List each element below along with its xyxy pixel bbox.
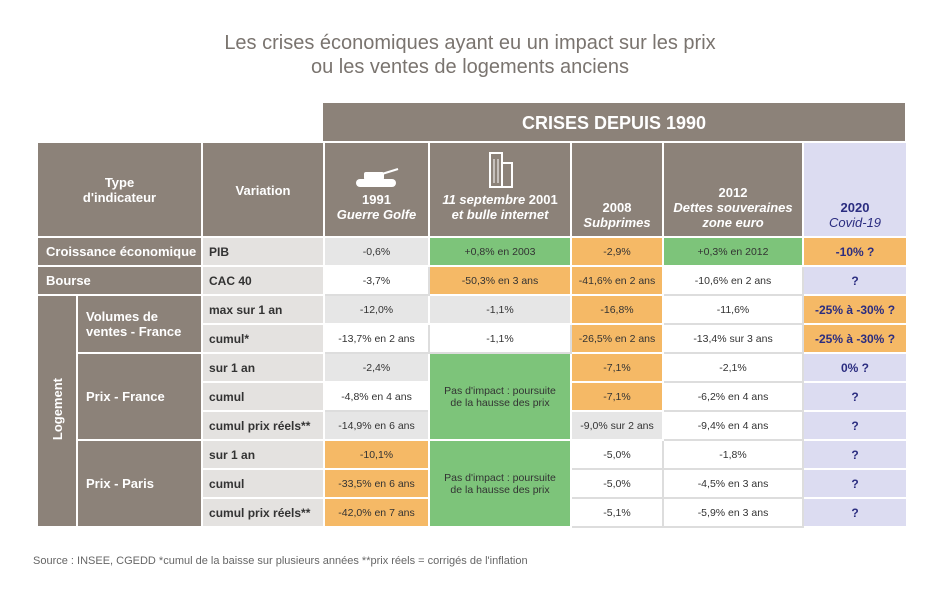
header-cell: Variation: [201, 141, 326, 238]
group: Bourse: [35, 265, 204, 296]
cell: -25% à -30% ?: [802, 323, 909, 354]
header-year: 2020: [840, 200, 870, 215]
cell: -2,4%: [323, 352, 431, 383]
cell: -1,8%: [662, 439, 805, 470]
cell: -50,3% en 3 ans: [428, 265, 573, 296]
variation: cumul: [201, 381, 326, 412]
cell: -7,1%: [570, 381, 665, 412]
header-label: Guerre Golfe: [336, 207, 417, 222]
header-label: Dettes souveraines zone euro: [673, 200, 793, 230]
header-prefix: 11 septembre: [442, 192, 526, 207]
cell: ?: [802, 468, 909, 499]
header-cell: 2020 Covid-19: [802, 141, 909, 238]
header-label: et bulle internet: [451, 207, 549, 222]
cell: -33,5% en 6 ans: [323, 468, 431, 499]
cell: -5,0%: [570, 439, 665, 470]
cell: -3,7%: [323, 265, 431, 296]
cell: -2,1%: [662, 352, 805, 383]
cell: -41,6% en 2 ans: [570, 265, 665, 296]
cell: -25% à -30% ?: [802, 294, 909, 325]
cell: -7,1%: [570, 352, 665, 383]
group-text: Logement: [49, 378, 65, 441]
header-cell: Type d'indicateur: [35, 141, 204, 238]
cell: ?: [802, 439, 909, 470]
header-text: d'indicateur: [82, 189, 157, 205]
cell: Pas d'impact : poursuite de la hausse de…: [428, 352, 573, 441]
cell: -13,7% en 2 ans: [323, 323, 431, 354]
cell: -6,2% en 4 ans: [662, 381, 805, 412]
cell: ?: [802, 265, 909, 296]
cell: -12,0%: [323, 294, 431, 325]
cell: -13,4% sur 3 ans: [662, 323, 805, 354]
variation: PIB: [201, 236, 326, 267]
group: Logement: [36, 294, 78, 528]
title: ou les ventes de logements anciens: [311, 56, 629, 78]
cell: -1,1%: [428, 323, 573, 354]
variation: cumul prix réels**: [201, 497, 326, 528]
cell: ?: [802, 497, 909, 528]
cell: -10,1%: [323, 439, 431, 470]
cell: -9,4% en 4 ans: [662, 410, 805, 441]
cell: -5,0%: [570, 468, 665, 499]
cell: -10,6% en 2 ans: [662, 265, 805, 296]
variation: sur 1 an: [201, 352, 326, 383]
building-icon: [489, 152, 514, 188]
source: Source : INSEE, CGEDD *cumul de la baiss…: [33, 555, 528, 567]
header-label: Covid-19: [829, 215, 882, 230]
header-year: 2001: [528, 192, 558, 207]
cell: -16,8%: [570, 294, 665, 325]
variation: cumul prix réels**: [201, 410, 326, 441]
tank-icon: [355, 168, 398, 187]
cell: -11,6%: [662, 294, 805, 325]
cell: -9,0% sur 2 ans: [570, 410, 665, 441]
header-year: 1991: [362, 192, 391, 207]
cell: -0,6%: [323, 236, 431, 267]
header-text: Variation: [235, 183, 291, 198]
cell: -5,1%: [570, 497, 665, 528]
variation: cumul*: [201, 323, 326, 354]
variation: sur 1 an: [201, 439, 326, 470]
cell: -10% ?: [802, 236, 909, 267]
cell: -26,5% en 2 ans: [570, 323, 665, 354]
cell: +0,3% en 2012: [662, 236, 805, 267]
header-cell: 2008 Subprimes: [570, 141, 665, 238]
group: Croissance économique: [35, 236, 204, 267]
cell: Pas d'impact : poursuite de la hausse de…: [428, 439, 573, 528]
variation: max sur 1 an: [201, 294, 326, 325]
header-cell: 11 septembre 2001 et bulle internet: [428, 141, 573, 238]
cell: -14,9% en 6 ans: [323, 410, 431, 441]
cell: -5,9% en 3 ans: [662, 497, 805, 528]
title: Les crises économiques ayant eu un impac…: [224, 32, 716, 54]
cell: -1,1%: [428, 294, 573, 325]
header-year: 2008: [602, 200, 632, 215]
cell: 0% ?: [802, 352, 909, 383]
variation: CAC 40: [201, 265, 326, 296]
cell: +0,8% en 2003: [428, 236, 573, 267]
cell: -42,0% en 7 ans: [323, 497, 431, 528]
subgroup: Prix - France: [75, 352, 204, 441]
cell: -4,8% en 4 ans: [323, 381, 431, 412]
header-cell: 2012 Dettes souveraines zone euro: [662, 141, 805, 238]
header-label: Subprimes: [583, 215, 651, 230]
table: Type d'indicateur Variation 1991 Guerre Go…: [35, 141, 909, 528]
header-label: 11 septembre 2001: [434, 192, 566, 207]
variation: cumul: [201, 468, 326, 499]
header-text: Type: [104, 174, 135, 190]
header-year: 2012: [718, 185, 748, 200]
cell: -2,9%: [570, 236, 665, 267]
subgroup: Volumes de ventes - France: [75, 294, 204, 354]
cell: ?: [802, 381, 909, 412]
subgroup: Prix - Paris: [75, 439, 204, 528]
header-cell: 1991 Guerre Golfe: [323, 141, 431, 238]
cell: ?: [802, 410, 909, 441]
banner: CRISES DEPUIS 1990: [323, 103, 905, 141]
cell: -4,5% en 3 ans: [662, 468, 805, 499]
